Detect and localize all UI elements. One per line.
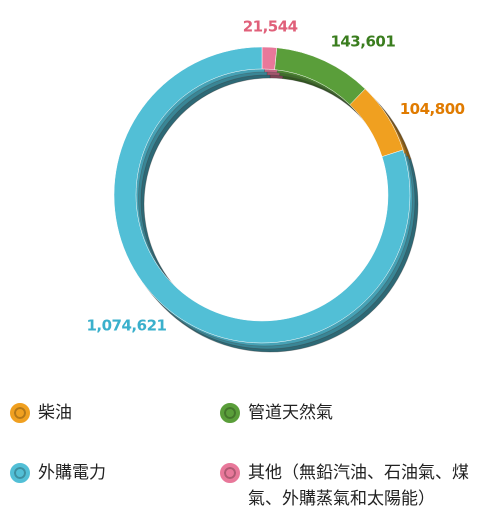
legend-label: 外購電力 [38,463,106,483]
legend-item: 外購電力 [10,460,210,486]
chart: 21,544 143,601 104,800 1,074,621 [86,18,465,353]
slice [113,46,411,344]
legend-label: 管道天然氣 [248,403,333,423]
value-label: 21,544 [243,18,298,36]
value-label: 143,601 [330,33,395,51]
legend-label: 其他（無鉛汽油、石油氣、煤氣、外購蒸氣和太陽能） [248,463,469,509]
legend-item: 柴油 [10,400,210,426]
legend-item: 管道天然氣 [220,400,420,426]
legend-swatch [10,403,30,423]
legend-item: 其他（無鉛汽油、石油氣、煤氣、外購蒸氣和太陽能） [220,460,470,512]
legend-swatch [220,463,240,483]
legend-label: 柴油 [38,403,72,423]
legend: 其他（無鉛汽油、石油氣、煤氣、外購蒸氣和太陽能） 管道天然氣 柴油外購電力 [0,390,484,509]
legend-swatch [220,403,240,423]
legend-swatch [10,463,30,483]
slice [349,88,404,157]
slice [261,46,278,70]
value-label: 1,074,621 [86,316,166,334]
value-label: 104,800 [400,100,465,118]
